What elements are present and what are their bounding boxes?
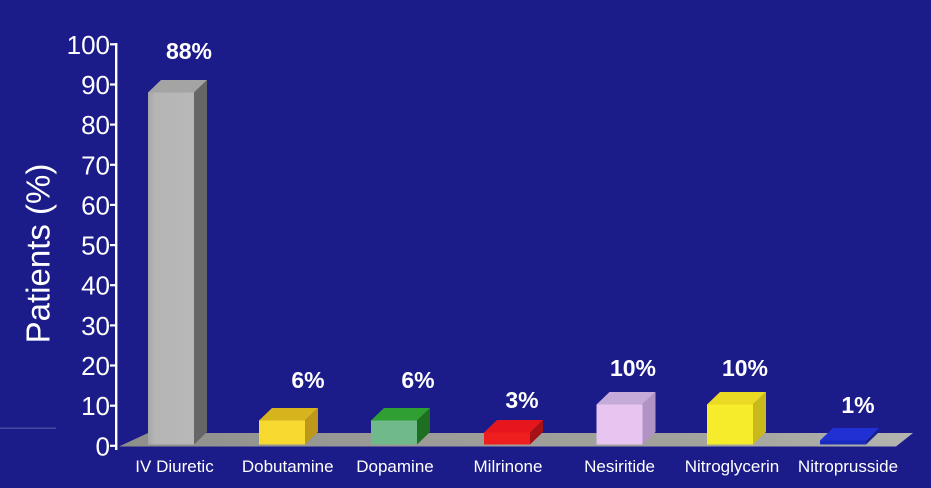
svg-text:10%: 10% [610, 355, 656, 381]
svg-text:Dopamine: Dopamine [356, 457, 434, 476]
svg-text:1%: 1% [841, 392, 874, 418]
svg-text:90: 90 [81, 70, 110, 100]
svg-text:88%: 88% [166, 38, 212, 64]
svg-text:6%: 6% [291, 367, 324, 393]
svg-text:0: 0 [96, 431, 110, 461]
svg-text:30: 30 [81, 311, 110, 341]
svg-text:Dobutamine: Dobutamine [242, 457, 334, 476]
svg-text:10%: 10% [722, 355, 768, 381]
svg-text:100: 100 [67, 30, 110, 60]
svg-text:IV Diuretic: IV Diuretic [135, 457, 214, 476]
svg-text:20: 20 [81, 351, 110, 381]
svg-text:50: 50 [81, 231, 110, 261]
svg-text:70: 70 [81, 150, 110, 180]
svg-text:6%: 6% [401, 367, 434, 393]
svg-text:60: 60 [81, 190, 110, 220]
svg-text:3%: 3% [505, 387, 538, 413]
svg-text:40: 40 [81, 271, 110, 301]
svg-text:80: 80 [81, 110, 110, 140]
svg-text:Nitroglycerin: Nitroglycerin [685, 457, 779, 476]
svg-text:Patients (%): Patients (%) [20, 164, 57, 344]
svg-text:Nitroprusside: Nitroprusside [798, 457, 898, 476]
svg-text:Nesiritide: Nesiritide [584, 457, 655, 476]
svg-text:10: 10 [81, 391, 110, 421]
svg-text:Milrinone: Milrinone [474, 457, 543, 476]
